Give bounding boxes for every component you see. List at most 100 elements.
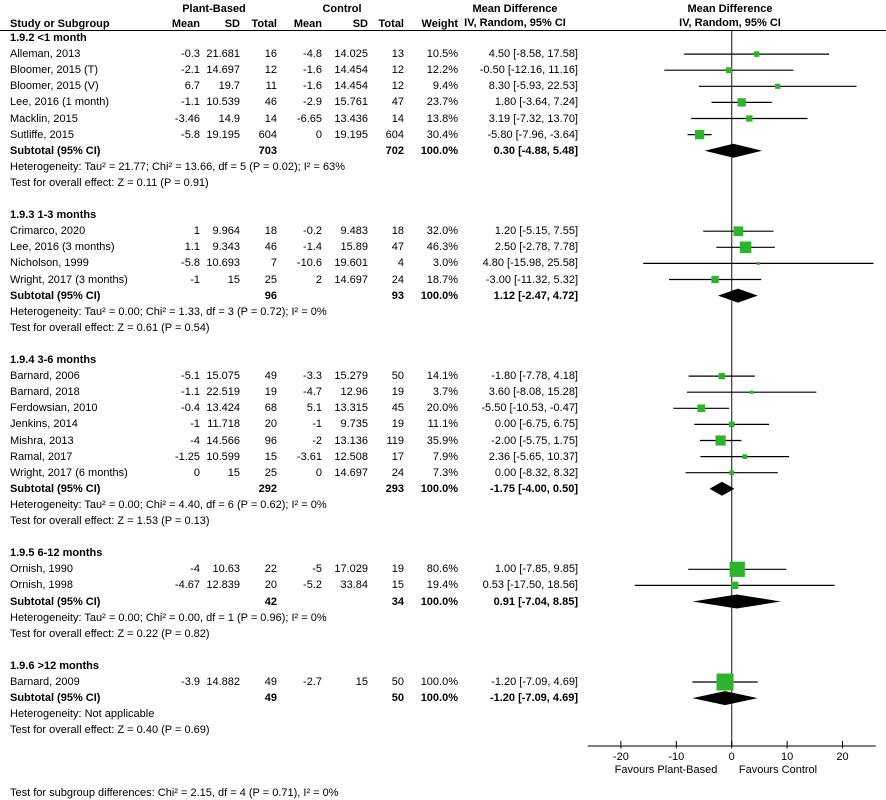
cell-exp-total: 18 [264,225,277,238]
subtotal-label: Subtotal (95% CI) [10,289,101,302]
study-row: Bloomer, 2015 (T) -2.1 14.697 12 -1.6 14.454 1… [0,62,886,78]
effect-square-marker [725,67,732,74]
cell-exp-mean: -3.46 [174,112,200,125]
subtotal-label: Subtotal (95% CI) [10,482,101,495]
cell-exp-mean: -0.4 [181,402,200,415]
cell-exp-total: 703 [258,144,277,157]
cell-weight: 46.3% [426,241,458,254]
study-row: Ramal, 2017 -1.25 10.599 15 -3.61 12.508 17 7.9… [0,449,886,465]
cell-exp-total: 25 [264,466,277,479]
study-name: Wright, 2017 (6 months) [10,466,128,479]
cell-ctrl-mean: -3.3 [303,370,322,383]
study-name: Bloomer, 2015 (T) [10,64,99,77]
cell-ctrl-total: 24 [391,466,404,479]
cell-exp-mean: -1.1 [181,386,200,399]
cell-weight: 10.5% [426,48,458,61]
cell-ctrl-sd: 17.029 [334,563,368,576]
effect-square-marker [753,51,760,57]
cell-ctrl-total: 18 [391,225,404,238]
cell-weight: 9.4% [432,80,458,93]
subtotal-row: Subtotal (95% CI) 42 34 100.0% 0.91 [-7.04, … [0,594,886,610]
subgroup-label: 1.9.2 <1 month [10,32,87,44]
cell-ctrl-total: 14 [391,112,404,125]
subgroup-header-row: 1.9.4 3-6 months [0,352,886,368]
effect-square-marker [730,581,739,590]
cell-md-ci: 0.00 [-6.75, 6.75] [494,418,578,431]
effect-square-marker [750,390,754,394]
cell-md-ci: 1.12 [-2.47, 4.72] [493,289,578,302]
cell-ctrl-total: 293 [385,482,404,495]
cell-ctrl-sd: 12.508 [334,450,368,463]
study-row: Crimarco, 2020 1 9.964 18 -0.2 9.483 18 32.0% 1.… [0,223,886,239]
heterogeneity-text: Heterogeneity: Tau² = 0.00; Chi² = 1.33,… [10,305,327,318]
study-name: Ramal, 2017 [10,450,73,463]
cell-exp-total: 20 [264,579,277,592]
col-header-total2: Total [378,18,404,30]
cell-ctrl-mean: -5.2 [303,579,322,592]
cell-ctrl-sd: 19.601 [334,257,368,270]
study-name: Mishra, 2013 [10,434,74,447]
cell-ctrl-total: 4 [397,257,404,270]
cell-exp-sd: 10.539 [206,96,240,109]
cell-weight: 30.4% [426,128,458,141]
heterogeneity-row: Heterogeneity: Tau² = 0.00; Chi² = 4.40,… [0,497,886,513]
effect-test-row: Test for overall effect: Z = 0.61 (P = 0… [0,320,886,336]
study-name: Nicholson, 1999 [10,257,89,270]
cell-exp-mean: -1.25 [174,450,200,463]
effect-square-marker [737,98,746,107]
col-header-sd2: SD [352,18,368,30]
group-header-experimental: Plant-Based [182,3,246,15]
subtotal-row: Subtotal (95% CI) 703 702 100.0% 0.30 [-4.88… [0,143,886,159]
cell-exp-total: 22 [264,563,277,576]
cell-exp-total: 49 [264,676,277,688]
cell-exp-total: 49 [264,692,277,705]
effect-square-marker [739,241,752,254]
cell-md-ci: 1.00 [-7.85, 9.85] [494,563,578,576]
cell-exp-sd: 15 [227,273,240,286]
cell-ctrl-mean: -1 [312,418,322,431]
cell-exp-total: 12 [264,64,277,77]
cell-ctrl-sd: 13.315 [334,402,368,415]
cell-md-ci: 0.53 [-17.50, 18.56] [482,579,578,592]
effect-square-marker [733,226,744,237]
effect-square-marker [729,561,745,577]
cell-weight: 12.2% [426,64,458,77]
cell-md-ci: 3.19 [-7.32, 13.70] [488,112,578,125]
effect-test-text: Test for overall effect: Z = 0.40 (P = 0… [10,724,210,737]
heterogeneity-text: Heterogeneity: Not applicable [10,708,155,721]
cell-ctrl-total: 50 [391,692,404,705]
cell-weight: 100.0% [420,595,458,608]
cell-exp-mean: -3.9 [181,676,200,688]
cell-ctrl-total: 34 [391,595,404,608]
cell-exp-sd: 9.343 [212,241,240,254]
cell-ctrl-sd: 19.195 [334,128,368,141]
favours-left-label: Favours Plant-Based [615,764,718,776]
subgroup-label: 1.9.3 1-3 months [10,209,97,222]
study-row: Ornish, 1998 -4.67 12.839 20 -5.2 33.84 15 19.4… [0,577,886,593]
heterogeneity-row: Heterogeneity: Tau² = 21.77; Chi² = 13.6… [0,159,886,175]
effect-square-marker [697,404,706,413]
cell-exp-mean: 1.1 [184,241,200,254]
cell-exp-sd: 10.599 [206,450,240,463]
study-row: Macklin, 2015 -3.46 14.9 14 -6.65 13.436 14 13.… [0,111,886,127]
effect-test-text: Test for overall effect: Z = 0.61 (P = 0… [10,321,210,334]
cell-weight: 35.9% [426,434,458,447]
study-name: Jenkins, 2014 [10,418,78,431]
cell-ctrl-mean: -1.4 [303,241,322,254]
cell-ctrl-mean: -4.8 [303,48,322,61]
cell-exp-mean: -5.1 [181,370,200,383]
subgroup-label: 1.9.4 3-6 months [10,354,97,366]
cell-weight: 3.0% [432,257,458,270]
study-name: Wright, 2017 (3 months) [10,273,128,286]
cell-ctrl-mean: -2 [312,434,322,447]
study-row: Barnard, 2018 -1.1 22.519 19 -4.7 12.96 19 3.7%… [0,384,886,400]
cell-ctrl-total: 13 [391,48,404,61]
cell-exp-sd: 14.697 [206,64,240,77]
cell-md-ci: 2.50 [-2.78, 7.78] [494,241,578,254]
cell-ctrl-sd: 14.697 [334,466,368,479]
cell-exp-sd: 22.519 [206,386,240,399]
cell-ctrl-total: 604 [385,128,404,141]
cell-exp-sd: 11.718 [207,418,240,431]
cell-md-ci: 2.36 [-5.65, 10.37] [488,450,578,463]
